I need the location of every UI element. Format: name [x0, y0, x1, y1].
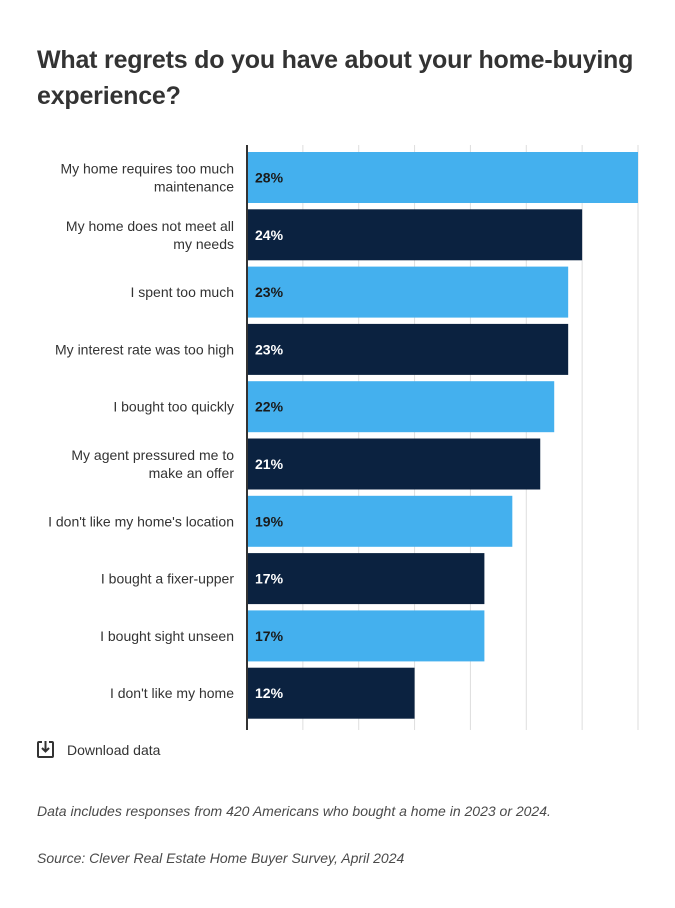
bar-value-label: 23%	[255, 341, 284, 357]
category-label-line: my needs	[173, 236, 234, 252]
bar	[247, 553, 485, 605]
download-icon	[37, 740, 54, 759]
data-note: Data includes responses from 420 America…	[37, 803, 551, 819]
category-label-line: My interest rate was too high	[55, 341, 234, 357]
category-label: I don't like my home	[110, 685, 234, 701]
category-label: I bought sight unseen	[100, 628, 234, 644]
bar	[247, 266, 569, 318]
category-label: I spent too much	[130, 284, 234, 300]
bars	[247, 152, 638, 719]
bar	[247, 610, 485, 662]
data-source: Source: Clever Real Estate Home Buyer Su…	[37, 850, 405, 866]
category-label-line: I spent too much	[130, 284, 234, 300]
bar-value-label: 24%	[255, 227, 284, 243]
category-label-line: My home does not meet all	[66, 218, 234, 234]
category-label-line: make an offer	[149, 465, 235, 481]
category-label-line: maintenance	[154, 179, 234, 195]
bar-value-label: 12%	[255, 685, 284, 701]
bar-value-label: 23%	[255, 284, 284, 300]
bar	[247, 667, 415, 719]
chart-title: What regrets do you have about your home…	[37, 46, 634, 110]
bar-value-label: 21%	[255, 456, 284, 472]
category-label-line: I don't like my home	[110, 685, 234, 701]
bar-value-label: 17%	[255, 628, 284, 644]
bar-value-label: 19%	[255, 513, 284, 529]
download-data-button[interactable]: Download data	[37, 740, 160, 759]
bar	[247, 381, 555, 433]
bar-value-label: 17%	[255, 571, 284, 587]
bar	[247, 495, 513, 547]
category-label: My interest rate was too high	[55, 341, 234, 357]
category-label: My home requires too much maintenance	[60, 161, 234, 195]
bar	[247, 152, 638, 203]
category-label-line: I bought too quickly	[113, 399, 234, 415]
bar-value-label: 28%	[255, 170, 284, 186]
category-label-line: I bought sight unseen	[100, 628, 234, 644]
category-label-line: My home requires too much	[60, 161, 234, 177]
bar-value-label: 22%	[255, 399, 284, 415]
bar	[247, 209, 583, 261]
category-label: I bought too quickly	[113, 399, 234, 415]
bar	[247, 438, 541, 490]
value-labels: 28% 24% 23% 23% 22% 21% 19% 17% 17% 12%	[255, 170, 284, 702]
category-label-line: I bought a fixer-upper	[101, 571, 234, 587]
category-label-line: My agent pressured me to	[71, 447, 234, 463]
category-label: I don't like my home's location	[48, 513, 234, 529]
category-label: My home does not meet all my needs	[66, 218, 234, 252]
bar	[247, 323, 569, 375]
download-data-label: Download data	[67, 741, 161, 758]
category-label-line: I don't like my home's location	[48, 513, 234, 529]
category-label: I bought a fixer-upper	[101, 571, 234, 587]
category-label: My agent pressured me to make an offer	[71, 447, 234, 481]
